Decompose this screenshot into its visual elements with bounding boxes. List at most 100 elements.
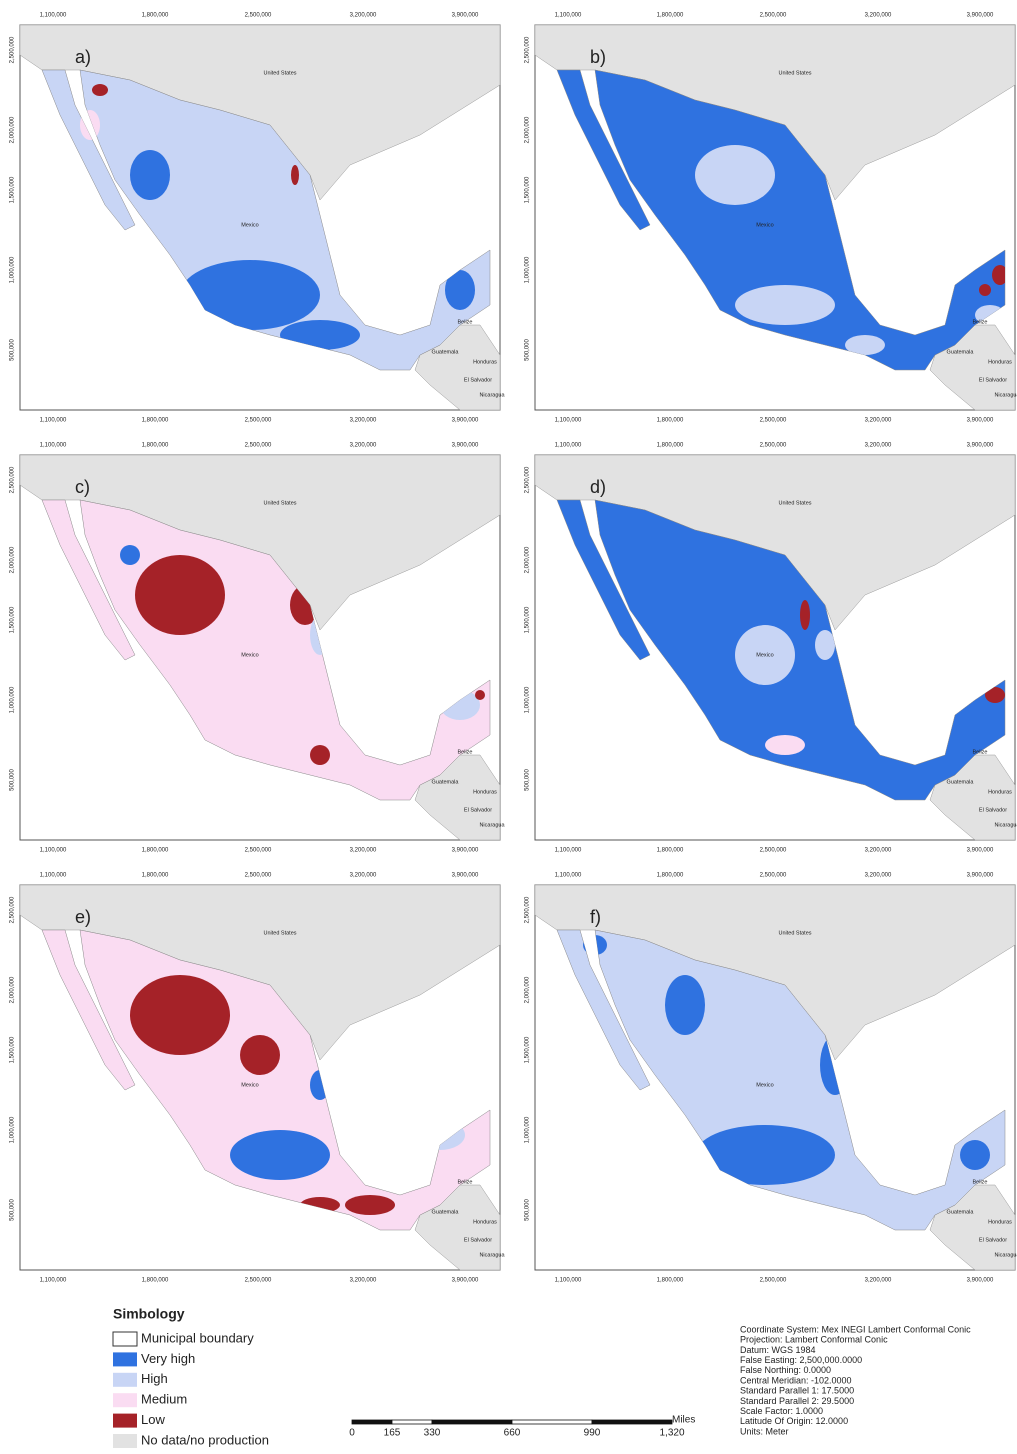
projection-line: Projection: Lambert Conformal Conic — [740, 1335, 888, 1345]
legend-label: Very high — [141, 1351, 195, 1366]
place-label: El Salvador — [464, 807, 492, 813]
place-label: Guatemala — [432, 349, 460, 355]
y-tick-label: 1,000,000 — [10, 1116, 16, 1143]
class-region — [475, 690, 485, 700]
place-label: Belize — [973, 1179, 988, 1185]
place-label: Honduras — [473, 789, 497, 795]
class-region — [735, 285, 835, 325]
legend-swatch — [113, 1373, 137, 1387]
legend-label: Municipal boundary — [141, 1330, 254, 1345]
projection-line: Standard Parallel 1: 17.5000 — [740, 1386, 854, 1396]
projection-line: False Easting: 2,500,000.0000 — [740, 1355, 862, 1365]
class-region — [979, 284, 991, 296]
figure: a)1,100,0001,100,0001,800,0001,800,0002,… — [0, 0, 1017, 1449]
x-tick-label: 1,800,000 — [657, 13, 684, 19]
place-label: Belize — [973, 319, 988, 325]
x-tick-label: 2,500,000 — [245, 848, 272, 854]
projection-line: Datum: WGS 1984 — [740, 1345, 816, 1355]
x-tick-label: 3,900,000 — [967, 1278, 994, 1284]
projection-line: Standard Parallel 2: 29.5000 — [740, 1396, 854, 1406]
x-tick-label: 2,500,000 — [245, 418, 272, 424]
class-region — [695, 145, 775, 205]
x-tick-label: 1,800,000 — [142, 1278, 169, 1284]
place-label: Belize — [973, 749, 988, 755]
x-tick-label: 1,800,000 — [657, 418, 684, 424]
class-region — [120, 545, 140, 565]
class-region — [130, 975, 230, 1055]
x-tick-label: 3,900,000 — [452, 418, 479, 424]
scale-tick-label: 990 — [584, 1428, 601, 1439]
scale-tick-label: 660 — [504, 1428, 521, 1439]
x-tick-label: 1,100,000 — [40, 848, 67, 854]
legend-swatch — [113, 1393, 137, 1407]
class-region — [310, 745, 330, 765]
y-tick-label: 1,000,000 — [525, 686, 531, 713]
place-label: United States — [263, 930, 296, 936]
place-label: Nicaragua — [479, 1252, 505, 1258]
y-tick-label: 500,000 — [525, 769, 531, 791]
place-label: Honduras — [473, 359, 497, 365]
place-label: El Salvador — [979, 1237, 1007, 1243]
y-tick-label: 1,000,000 — [525, 1116, 531, 1143]
panel-label: c) — [75, 477, 90, 497]
y-tick-label: 1,500,000 — [10, 1036, 16, 1063]
x-tick-label: 1,100,000 — [40, 13, 67, 19]
place-label: Belize — [458, 319, 473, 325]
place-label: Guatemala — [947, 349, 975, 355]
scale-tick-label: 165 — [384, 1428, 401, 1439]
place-label: Guatemala — [947, 1209, 975, 1215]
x-tick-label: 1,100,000 — [40, 443, 67, 449]
x-tick-label: 2,500,000 — [760, 13, 787, 19]
y-tick-label: 2,500,000 — [525, 896, 531, 923]
class-region — [800, 600, 810, 630]
x-tick-label: 3,200,000 — [350, 13, 377, 19]
x-tick-label: 2,500,000 — [760, 418, 787, 424]
panel-label: f) — [590, 907, 601, 927]
y-tick-label: 500,000 — [10, 339, 16, 361]
place-label: Belize — [458, 749, 473, 755]
y-tick-label: 2,500,000 — [10, 896, 16, 923]
x-tick-label: 1,100,000 — [555, 873, 582, 879]
panel-label: d) — [590, 477, 606, 497]
y-tick-label: 2,000,000 — [525, 546, 531, 573]
class-region — [240, 1035, 280, 1075]
projection-line: Central Meridian: -102.0000 — [740, 1375, 852, 1385]
legend-swatch — [113, 1434, 137, 1448]
map-panel: c)1,100,0001,100,0001,800,0001,800,0002,… — [10, 443, 506, 854]
class-region — [345, 1195, 395, 1215]
projection-line: Latitude Of Origin: 12.0000 — [740, 1416, 848, 1426]
x-tick-label: 2,500,000 — [245, 443, 272, 449]
x-tick-label: 1,800,000 — [657, 443, 684, 449]
y-tick-label: 1,500,000 — [10, 606, 16, 633]
projection-line: Coordinate System: Mex INEGI Lambert Con… — [740, 1324, 971, 1334]
x-tick-label: 3,900,000 — [967, 848, 994, 854]
place-label: Mexico — [241, 222, 258, 228]
x-tick-label: 3,900,000 — [452, 873, 479, 879]
x-tick-label: 3,900,000 — [967, 873, 994, 879]
place-label: Honduras — [473, 1219, 497, 1225]
y-tick-label: 2,000,000 — [10, 546, 16, 573]
map-panel: b)1,100,0001,100,0001,800,0001,800,0002,… — [525, 13, 1017, 424]
class-region — [92, 84, 108, 96]
y-tick-label: 500,000 — [10, 769, 16, 791]
map-panel: d)1,100,0001,100,0001,800,0001,800,0002,… — [525, 443, 1017, 854]
place-label: Mexico — [756, 1082, 773, 1088]
y-tick-label: 1,000,000 — [525, 256, 531, 283]
place-label: United States — [263, 500, 296, 506]
x-tick-label: 3,900,000 — [452, 13, 479, 19]
x-tick-label: 2,500,000 — [760, 1278, 787, 1284]
place-label: Guatemala — [947, 779, 975, 785]
map-panel: e)1,100,0001,100,0001,800,0001,800,0002,… — [10, 873, 506, 1284]
map-panel: f)1,100,0001,100,0001,800,0001,800,0002,… — [525, 873, 1017, 1284]
x-tick-label: 3,200,000 — [865, 418, 892, 424]
x-tick-label: 3,200,000 — [350, 848, 377, 854]
x-tick-label: 3,200,000 — [865, 443, 892, 449]
place-label: El Salvador — [464, 1237, 492, 1243]
y-tick-label: 1,000,000 — [10, 686, 16, 713]
class-region — [960, 1140, 990, 1170]
place-label: Mexico — [756, 222, 773, 228]
x-tick-label: 3,900,000 — [452, 443, 479, 449]
place-label: El Salvador — [979, 377, 1007, 383]
panel-label: b) — [590, 47, 606, 67]
place-label: Honduras — [988, 789, 1012, 795]
